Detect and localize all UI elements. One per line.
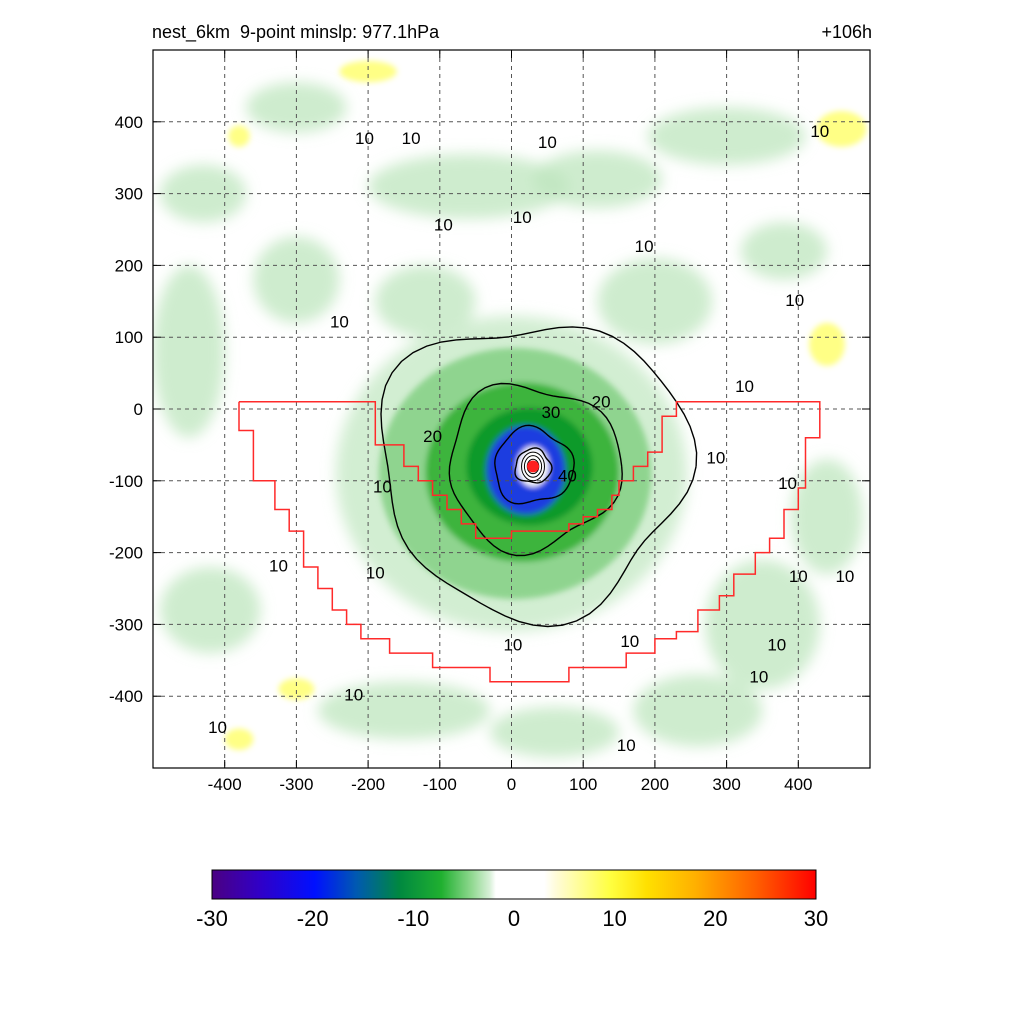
axis-ticks: -400 -300 -200 -100 0 100 200 300 40040030020010… <box>109 50 870 794</box>
y-tick-label: 0 <box>134 400 143 419</box>
contour-label: 10 <box>434 215 453 234</box>
contour-label: 10 <box>402 129 421 148</box>
colorbar-tick-label: 10 <box>602 906 626 931</box>
contour-label: 10 <box>617 736 636 755</box>
storm-center-marker <box>527 460 540 473</box>
contour-label: 30 <box>541 403 560 422</box>
y-tick-label: 400 <box>115 113 143 132</box>
field-patch <box>740 222 827 280</box>
field-positive-patch <box>339 60 397 83</box>
contour-ring <box>448 382 623 557</box>
contour-label: 10 <box>330 312 349 331</box>
contour-label: 10 <box>208 718 227 737</box>
field-positive-patch <box>224 728 254 751</box>
contour-label: 10 <box>810 122 829 141</box>
contour-label: 10 <box>785 291 804 310</box>
colorbar-tick-label: 0 <box>508 906 520 931</box>
field-patch <box>375 265 476 338</box>
contour-label: 10 <box>344 686 363 705</box>
contour-lines <box>380 326 698 628</box>
x-tick-label: -100 <box>423 775 457 794</box>
x-tick-label: 400 <box>784 775 812 794</box>
contour-label: 10 <box>269 556 288 575</box>
contour-label: 20 <box>592 393 611 412</box>
contour-label: 10 <box>749 668 768 687</box>
contour-label: 10 <box>503 635 522 654</box>
field-positive-patch <box>816 111 867 147</box>
contour-label: 10 <box>513 208 532 227</box>
contour-label: 10 <box>767 635 786 654</box>
contour-label: 20 <box>423 427 442 446</box>
field-patch <box>533 150 663 208</box>
colorbar: -30 -20 -10 0 10 20 30 <box>196 869 828 931</box>
contour-label: 10 <box>635 237 654 256</box>
contour-ring-core <box>523 455 543 478</box>
field-patch <box>633 674 763 747</box>
wind-field-shading <box>153 60 867 758</box>
contour-label: 10 <box>538 133 557 152</box>
boundary-line <box>238 401 821 683</box>
red-boundary <box>238 401 821 683</box>
contour-label: 10 <box>735 377 754 396</box>
x-tick-label: 200 <box>641 775 669 794</box>
y-tick-label: -400 <box>109 687 143 706</box>
field-patch <box>253 236 340 323</box>
field-positive-patch <box>278 678 315 700</box>
contour-ring <box>380 326 698 628</box>
contour-label: 10 <box>835 567 854 586</box>
field-patch <box>317 681 490 740</box>
x-tick-label: -300 <box>279 775 313 794</box>
y-tick-label: -100 <box>109 472 143 491</box>
chart-title-left: nest_6km 9-point minslp: 977.1hPa <box>152 22 440 42</box>
field-positive-patch <box>228 125 250 147</box>
field-patch <box>160 567 261 654</box>
contour-label: 10 <box>778 474 797 493</box>
contour-label: 10 <box>355 129 374 148</box>
y-tick-label: 300 <box>115 185 143 204</box>
contour-label: 10 <box>789 567 808 586</box>
y-tick-label: -200 <box>109 544 143 563</box>
contour-labels: 30 20 20 40 10 10 10 10 10 10 10 10 10 10 10 10 10 10 10 10… <box>208 122 854 755</box>
y-tick-label: -300 <box>109 615 143 634</box>
colorbar-tick-label: 30 <box>804 906 828 931</box>
field-patch <box>368 154 569 219</box>
y-tick-label: 200 <box>115 256 143 275</box>
contour-label: 10 <box>706 449 725 468</box>
contour-ring <box>514 447 553 484</box>
field-positive-patch <box>809 322 845 366</box>
x-tick-label: 300 <box>712 775 740 794</box>
colorbar-tick-label: 20 <box>703 906 727 931</box>
contour-label: 10 <box>366 564 385 583</box>
colorbar-tick-label: -20 <box>297 906 329 931</box>
x-tick-label: 100 <box>569 775 597 794</box>
contour-ring <box>494 424 575 505</box>
contour-label: 10 <box>620 632 639 651</box>
contour-ring-core <box>521 451 545 482</box>
colorbar-tick-label: -10 <box>397 906 429 931</box>
field-patch <box>791 459 863 575</box>
contour-label: 40 <box>558 467 577 486</box>
x-tick-label: 0 <box>507 775 516 794</box>
y-tick-label: 100 <box>115 328 143 347</box>
field-patch <box>647 107 806 165</box>
contour-label: 10 <box>373 477 392 496</box>
field-patch <box>153 265 225 438</box>
chart-title-right: +106h <box>821 22 872 42</box>
x-tick-label: -200 <box>351 775 385 794</box>
field-patch <box>489 707 620 758</box>
colorbar-gradient <box>211 869 817 900</box>
x-tick-label: -400 <box>208 775 242 794</box>
colorbar-tick-label: -30 <box>196 906 228 931</box>
